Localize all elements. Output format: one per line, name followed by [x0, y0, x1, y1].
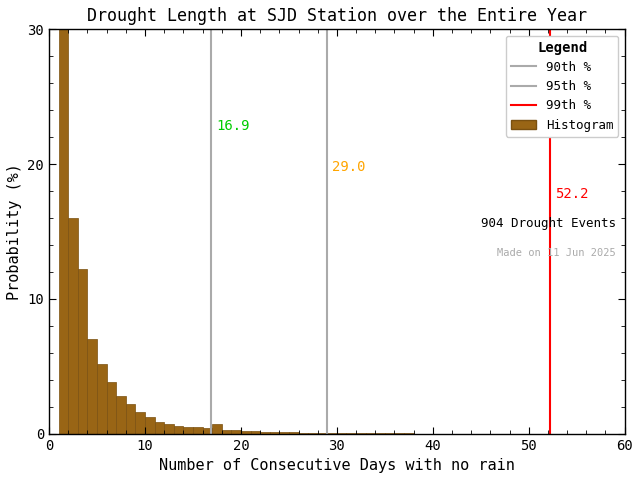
Bar: [155, 421, 164, 433]
Bar: [232, 430, 241, 433]
Text: 16.9: 16.9: [216, 120, 250, 133]
Bar: [174, 426, 184, 433]
Title: Drought Length at SJD Station over the Entire Year: Drought Length at SJD Station over the E…: [87, 7, 587, 25]
Legend: 90th %, 95th %, 99th %, Histogram: 90th %, 95th %, 99th %, Histogram: [506, 36, 618, 136]
Bar: [59, 29, 68, 433]
Bar: [68, 218, 78, 433]
Bar: [193, 427, 203, 433]
Bar: [126, 404, 136, 433]
Bar: [116, 396, 126, 433]
Bar: [241, 431, 251, 433]
Bar: [308, 432, 317, 433]
Bar: [184, 427, 193, 433]
Text: 52.2: 52.2: [555, 187, 588, 201]
Bar: [164, 424, 174, 433]
Text: 904 Drought Events: 904 Drought Events: [481, 217, 616, 230]
Bar: [222, 430, 232, 433]
Bar: [251, 431, 260, 433]
Bar: [78, 269, 88, 433]
Bar: [260, 432, 269, 433]
Bar: [107, 383, 116, 433]
Bar: [317, 432, 327, 433]
Bar: [279, 432, 289, 433]
Bar: [212, 424, 222, 433]
Bar: [269, 432, 279, 433]
Bar: [298, 432, 308, 433]
Text: Made on 11 Jun 2025: Made on 11 Jun 2025: [497, 248, 616, 258]
Y-axis label: Probability (%): Probability (%): [7, 163, 22, 300]
X-axis label: Number of Consecutive Days with no rain: Number of Consecutive Days with no rain: [159, 458, 515, 473]
Bar: [88, 339, 97, 433]
Bar: [136, 412, 145, 433]
Text: 29.0: 29.0: [332, 160, 365, 174]
Bar: [289, 432, 298, 433]
Bar: [97, 363, 107, 433]
Bar: [145, 418, 155, 433]
Bar: [203, 428, 212, 433]
